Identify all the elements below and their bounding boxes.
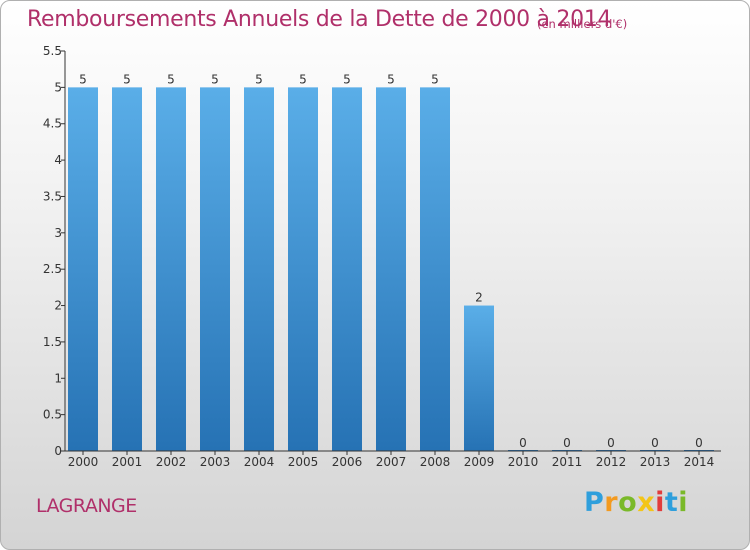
y-axis: 0 0.5 1 1.5 2 2.5 3 3.5 4 4.5 5 5.5 [43,44,66,458]
x-tick-label: 2009 [464,455,495,469]
x-tick-label: 2014 [684,455,715,469]
y-tick-label: 3 [54,226,62,240]
y-tick-label: 2.5 [43,262,62,276]
logo-letter: i [678,487,689,518]
bar [200,87,230,451]
y-tick-label: 4.5 [43,117,62,131]
data-label: 0 [651,436,659,450]
data-label: 5 [387,72,395,86]
x-tick-label: 2008 [420,455,451,469]
x-tick-label: 2006 [332,455,363,469]
data-label: 5 [431,72,439,86]
data-label: 5 [255,72,263,86]
bar [68,87,98,451]
data-label: 0 [695,436,703,450]
bar [464,305,494,451]
x-tick-label: 2010 [508,455,539,469]
data-label: 5 [343,72,351,86]
data-label: 5 [79,72,87,86]
logo-letter: r [604,487,619,518]
logo-letter: o [618,487,638,518]
bar [376,87,406,451]
y-tick-label: 4 [54,153,62,167]
chart-title: Remboursements Annuels de la Dette de 20… [27,7,612,32]
logo-letter: t [664,487,679,518]
x-tick-label: 2000 [68,455,99,469]
bar [288,87,318,451]
x-tick-label: 2013 [640,455,671,469]
bars [68,87,714,451]
x-tick-label: 2001 [112,455,143,469]
data-label: 0 [519,436,527,450]
logo-letter: P [584,487,605,518]
bar [332,87,362,451]
data-label: 2 [475,291,483,305]
data-label: 5 [123,72,131,86]
x-tick-label: 2012 [596,455,627,469]
x-tick-label: 2005 [288,455,319,469]
x-tick-label: 2011 [552,455,583,469]
y-tick-label: 5 [54,80,62,94]
proxiti-logo[interactable]: Proxiti [584,487,688,518]
y-tick-label: 1.5 [43,335,62,349]
chart-subtitle: (en milliers d'€) [537,17,628,31]
logo-letter: i [655,487,665,518]
x-tick-label: 2004 [244,455,275,469]
y-tick-label: 5.5 [43,44,62,58]
commune-name: LAGRANGE [36,495,137,517]
data-label: 5 [167,72,175,86]
x-tick-label: 2007 [376,455,407,469]
data-label: 5 [299,72,307,86]
data-label: 0 [607,436,615,450]
bar [244,87,274,451]
y-tick-label: 0.5 [43,408,62,422]
y-tick-label: 3.5 [43,189,62,203]
bar [156,87,186,451]
logo-letter: x [637,487,656,518]
data-label: 0 [563,436,571,450]
bar [420,87,450,451]
data-label: 5 [211,72,219,86]
data-labels: 5 5 5 5 5 5 5 5 5 2 0 0 0 0 0 [79,72,703,450]
y-tick-label: 2 [54,299,62,313]
x-tick-label: 2002 [156,455,187,469]
x-axis: 2000 2001 2002 2003 2004 2005 2006 2007 2008 2009… [65,450,721,469]
y-tick-label: 1 [54,371,62,385]
y-tick-label: 0 [54,444,62,458]
bar [112,87,142,451]
x-tick-label: 2003 [200,455,231,469]
